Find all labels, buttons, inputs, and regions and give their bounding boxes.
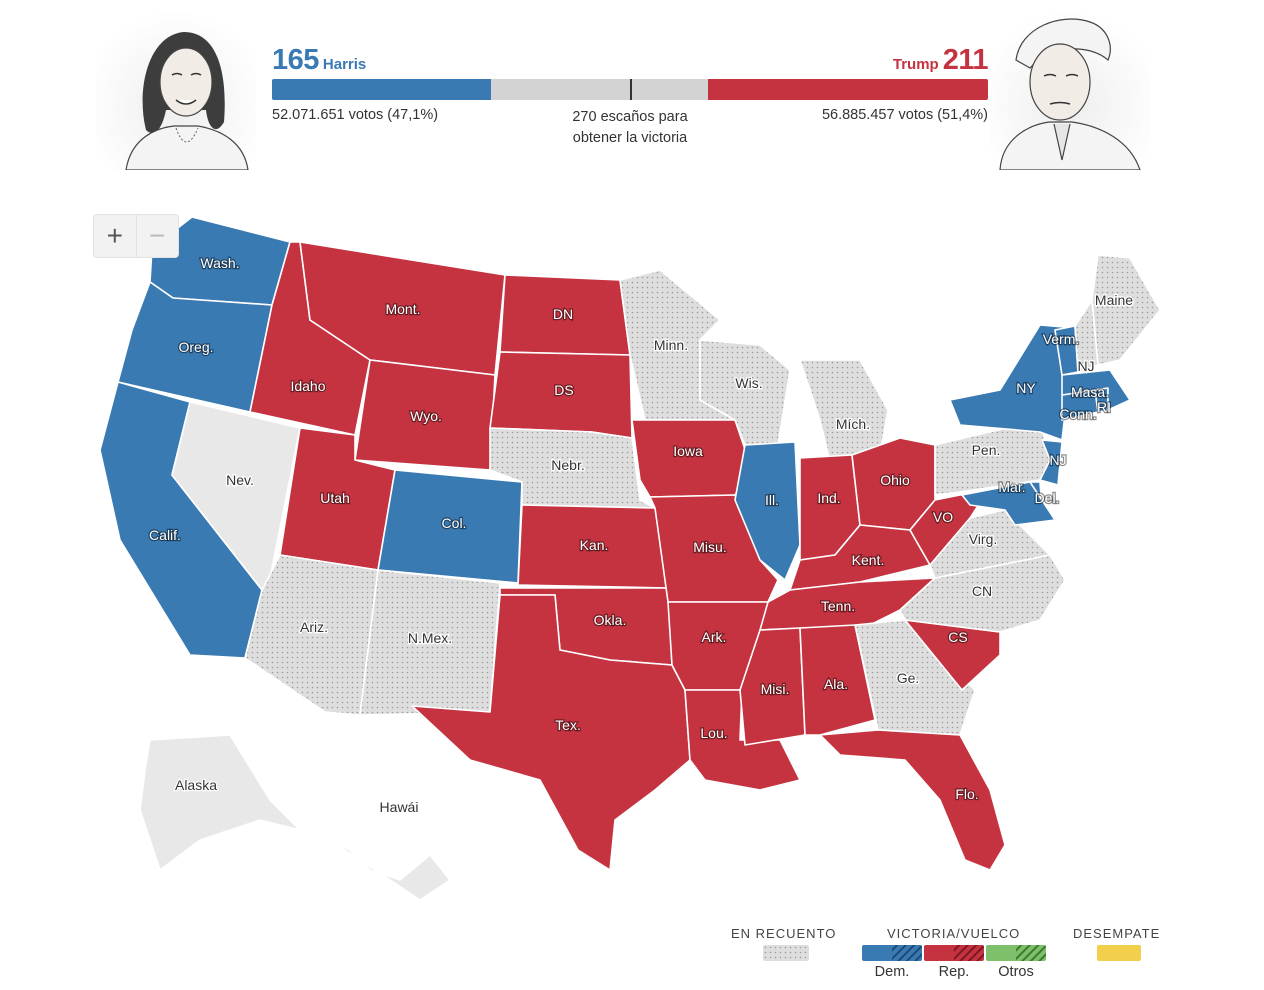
state-label-nh: NJ xyxy=(1077,358,1094,374)
state-al[interactable] xyxy=(799,624,876,736)
state-label-ok: Okla. xyxy=(594,612,627,628)
trump-popular-vote: 56.885.457 votos (51,4%) xyxy=(821,107,988,123)
trump-name: Trump xyxy=(892,56,939,73)
state-fl[interactable] xyxy=(819,729,1006,871)
state-label-ct: Conn. xyxy=(1059,406,1096,422)
state-ma[interactable] xyxy=(1061,369,1131,411)
state-label-co: Col. xyxy=(442,515,467,531)
state-ms[interactable] xyxy=(739,627,806,746)
state-label-il: Ill. xyxy=(765,492,779,508)
state-label-pa: Pen. xyxy=(972,442,1001,458)
state-nj[interactable] xyxy=(1039,439,1063,486)
state-label-az: Ariz. xyxy=(300,619,328,635)
state-label-nc: CN xyxy=(972,583,992,599)
legend-counting-heading: EN RECUENTO xyxy=(731,926,837,941)
state-md[interactable] xyxy=(961,481,1056,526)
legend-others-label: Otros xyxy=(998,964,1034,980)
state-label-al: Ala. xyxy=(824,676,848,692)
state-label-nv: Nev. xyxy=(226,472,254,488)
state-label-nj: NJ xyxy=(1049,452,1066,468)
state-me[interactable] xyxy=(1091,254,1161,366)
state-label-md: Mar. xyxy=(998,479,1025,495)
threshold-line-1: 270 escaños para xyxy=(572,109,688,125)
trump-electoral-votes: 211 xyxy=(942,44,989,76)
state-label-mo: Misu. xyxy=(693,539,726,555)
harris-portrait xyxy=(96,10,256,170)
state-label-oh: Ohio xyxy=(880,472,910,488)
state-label-tn: Tenn. xyxy=(821,598,855,614)
legend-dem-label: Dem. xyxy=(874,964,910,980)
state-label-sd: DS xyxy=(554,382,573,398)
state-label-sc: CS xyxy=(948,629,967,645)
state-label-nm: N.Mex. xyxy=(408,630,452,646)
threshold-line-2: obtener la victoria xyxy=(572,130,688,146)
state-label-ar: Ark. xyxy=(702,629,727,645)
legend-rep-label: Rep. xyxy=(938,964,970,980)
state-label-id: Idaho xyxy=(290,378,325,394)
legend-others-swatch xyxy=(986,945,1046,961)
state-ak[interactable] xyxy=(139,734,301,871)
state-label-va: Virg. xyxy=(969,531,998,547)
trump-portrait xyxy=(990,10,1150,170)
trump-score: Trump 211 xyxy=(889,44,989,77)
dem-bar-fill xyxy=(272,79,491,100)
electoral-progress-bar xyxy=(272,79,988,100)
state-label-mi: Mích. xyxy=(836,416,870,432)
state-label-nd: DN xyxy=(553,306,573,322)
legend-tie-swatch xyxy=(1097,945,1141,961)
state-il[interactable] xyxy=(734,441,801,581)
state-ga[interactable] xyxy=(854,619,976,736)
zoom-controls: + − xyxy=(93,214,179,258)
state-label-mt: Mont. xyxy=(385,301,420,317)
state-label-ut: Utah xyxy=(320,490,350,506)
zoom-out-button[interactable]: − xyxy=(135,215,179,257)
state-label-ma: Masa. xyxy=(1071,384,1109,400)
state-label-de: Del. xyxy=(1035,490,1060,506)
state-tx[interactable] xyxy=(411,594,691,871)
state-label-me: Maine xyxy=(1095,292,1133,308)
legend-win-heading: VICTORIA/VUELCO xyxy=(887,926,1021,941)
rep-bar-fill xyxy=(708,79,988,100)
state-label-ri: RI xyxy=(1097,399,1111,415)
state-label-hi: Hawái xyxy=(380,799,419,815)
state-label-ky: Kent. xyxy=(852,552,885,568)
state-label-or: Oreg. xyxy=(178,339,213,355)
threshold-label: 270 escaños para obtener la victoria xyxy=(530,107,730,149)
state-label-ne: Nebr. xyxy=(551,457,584,473)
state-label-ca: Calif. xyxy=(149,527,181,543)
state-label-fl: Flo. xyxy=(955,786,978,802)
state-label-tx: Tex. xyxy=(555,717,581,733)
legend-counting-swatch xyxy=(763,945,809,961)
harris-popular-vote: 52.071.651 votos (47,1%) xyxy=(272,107,439,123)
state-label-wi: Wis. xyxy=(735,375,762,391)
legend-tie-heading: DESEMPATE xyxy=(1073,926,1161,941)
state-label-wa: Wash. xyxy=(200,255,239,271)
threshold-marker xyxy=(630,79,632,100)
harris-name: Harris xyxy=(322,56,367,73)
state-label-ga: Ge. xyxy=(897,670,920,686)
legend-rep-swatch xyxy=(924,945,984,961)
state-label-wv: VO xyxy=(933,509,953,525)
state-label-ks: Kan. xyxy=(580,537,609,553)
legend-dem-swatch xyxy=(862,945,922,961)
state-label-in: Ind. xyxy=(817,490,840,506)
state-label-ms: Misi. xyxy=(761,681,790,697)
state-label-wy: Wyo. xyxy=(410,408,442,424)
state-label-mn: Minn. xyxy=(654,337,688,353)
state-label-ak: Alaska xyxy=(175,777,217,793)
harris-electoral-votes: 165 xyxy=(272,44,319,76)
state-hi[interactable] xyxy=(329,839,451,901)
harris-score: 165 Harris xyxy=(272,44,370,77)
state-label-vt: Verm. xyxy=(1043,331,1080,347)
zoom-in-button[interactable]: + xyxy=(106,220,123,251)
state-label-ny: NY xyxy=(1016,380,1036,396)
state-label-ia: Iowa xyxy=(673,443,703,459)
state-label-la: Lou. xyxy=(700,725,727,741)
